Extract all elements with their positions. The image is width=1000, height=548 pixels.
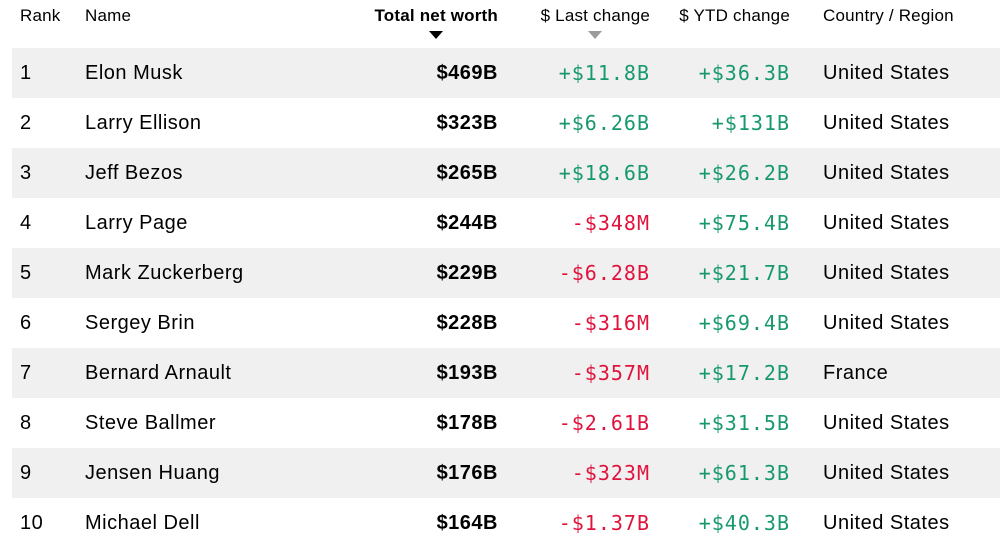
column-header-ytd-change-label: $ YTD change <box>679 6 790 25</box>
rank-value: 1 <box>20 62 32 84</box>
ytd-change-value: +$40.3B <box>698 511 790 535</box>
ytd-change-value: +$36.3B <box>698 61 790 85</box>
ytd-change-value: +$61.3B <box>698 461 790 485</box>
person-name: Elon Musk <box>85 62 183 84</box>
country-region: United States <box>823 112 950 134</box>
person-name: Bernard Arnault <box>85 362 232 384</box>
table-row[interactable]: 3 Jeff Bezos $265B +$18.6B +$26.2B Unite… <box>12 148 1000 198</box>
last-change-value: -$2.61B <box>558 411 650 435</box>
country-region: United States <box>823 62 950 84</box>
country-region: United States <box>823 512 950 534</box>
table-row[interactable]: 1 Elon Musk $469B +$11.8B +$36.3B United… <box>12 48 1000 98</box>
last-change-value: +$11.8B <box>558 61 650 85</box>
person-name: Michael Dell <box>85 512 200 534</box>
country-region: United States <box>823 412 950 434</box>
ytd-change-value: +$17.2B <box>698 361 790 385</box>
total-net-worth: $178B <box>436 412 498 434</box>
last-change-value: -$6.28B <box>558 261 650 285</box>
column-header-name: Name <box>85 0 325 48</box>
total-net-worth: $323B <box>436 112 498 134</box>
last-change-value: -$323M <box>571 461 650 485</box>
column-header-country: Country / Region <box>790 0 1000 48</box>
person-name: Larry Ellison <box>85 112 202 134</box>
column-header-name-label: Name <box>85 6 132 25</box>
ytd-change-value: +$31.5B <box>698 411 790 435</box>
table-row[interactable]: 5 Mark Zuckerberg $229B -$6.28B +$21.7B … <box>12 248 1000 298</box>
ytd-change-value: +$26.2B <box>698 161 790 185</box>
column-header-rank-label: Rank <box>20 6 61 25</box>
last-change-value: -$1.37B <box>558 511 650 535</box>
country-region: United States <box>823 262 950 284</box>
total-net-worth: $265B <box>436 162 498 184</box>
last-change-value: -$316M <box>571 311 650 335</box>
column-header-country-label: Country / Region <box>823 6 954 25</box>
rank-value: 2 <box>20 112 32 134</box>
last-change-value: +$6.26B <box>558 111 650 135</box>
rank-value: 9 <box>20 462 32 484</box>
column-header-ytd-change[interactable]: $ YTD change <box>650 0 790 48</box>
total-net-worth: $229B <box>436 262 498 284</box>
total-net-worth: $164B <box>436 512 498 534</box>
total-net-worth: $469B <box>436 62 498 84</box>
sort-desc-arrow-icon <box>429 31 444 39</box>
rank-value: 8 <box>20 412 32 434</box>
table-row[interactable]: 8 Steve Ballmer $178B -$2.61B +$31.5B Un… <box>12 398 1000 448</box>
ytd-change-value: +$69.4B <box>698 311 790 335</box>
column-header-last-change[interactable]: $ Last change <box>498 0 650 48</box>
rank-value: 7 <box>20 362 32 384</box>
person-name: Mark Zuckerberg <box>85 262 244 284</box>
column-header-total-net-worth-label: Total net worth <box>374 6 498 25</box>
table-body: 1 Elon Musk $469B +$11.8B +$36.3B United… <box>0 48 1000 548</box>
country-region: United States <box>823 312 950 334</box>
table-row[interactable]: 7 Bernard Arnault $193B -$357M +$17.2B F… <box>12 348 1000 398</box>
table-row[interactable]: 2 Larry Ellison $323B +$6.26B +$131B Uni… <box>12 98 1000 148</box>
ytd-change-value: +$75.4B <box>698 211 790 235</box>
person-name: Sergey Brin <box>85 312 195 334</box>
last-change-value: +$18.6B <box>558 161 650 185</box>
ytd-change-value: +$131B <box>711 111 790 135</box>
person-name: Steve Ballmer <box>85 412 216 434</box>
total-net-worth: $244B <box>436 212 498 234</box>
rank-value: 6 <box>20 312 32 334</box>
column-header-rank: Rank <box>12 0 85 48</box>
total-net-worth: $193B <box>436 362 498 384</box>
rank-value: 4 <box>20 212 32 234</box>
country-region: France <box>823 362 889 384</box>
country-region: United States <box>823 212 950 234</box>
rank-value: 5 <box>20 262 32 284</box>
total-net-worth: $176B <box>436 462 498 484</box>
sort-desc-arrow-inactive-icon <box>588 31 603 39</box>
person-name: Larry Page <box>85 212 188 234</box>
table-row[interactable]: 10 Michael Dell $164B -$1.37B +$40.3B Un… <box>12 498 1000 548</box>
table-row[interactable]: 6 Sergey Brin $228B -$316M +$69.4B Unite… <box>12 298 1000 348</box>
ytd-change-value: +$21.7B <box>698 261 790 285</box>
table-row[interactable]: 4 Larry Page $244B -$348M +$75.4B United… <box>12 198 1000 248</box>
total-net-worth: $228B <box>436 312 498 334</box>
table-header-row: Rank Name Total net worth $ Last change … <box>12 0 1000 48</box>
last-change-value: -$348M <box>571 211 650 235</box>
column-header-last-change-label: $ Last change <box>540 6 650 25</box>
country-region: United States <box>823 462 950 484</box>
last-change-value: -$357M <box>571 361 650 385</box>
table-row[interactable]: 9 Jensen Huang $176B -$323M +$61.3B Unit… <box>12 448 1000 498</box>
person-name: Jeff Bezos <box>85 162 184 184</box>
country-region: United States <box>823 162 950 184</box>
rank-value: 3 <box>20 162 32 184</box>
rank-value: 10 <box>20 512 44 534</box>
column-header-total-net-worth[interactable]: Total net worth <box>325 0 498 48</box>
person-name: Jensen Huang <box>85 462 220 484</box>
